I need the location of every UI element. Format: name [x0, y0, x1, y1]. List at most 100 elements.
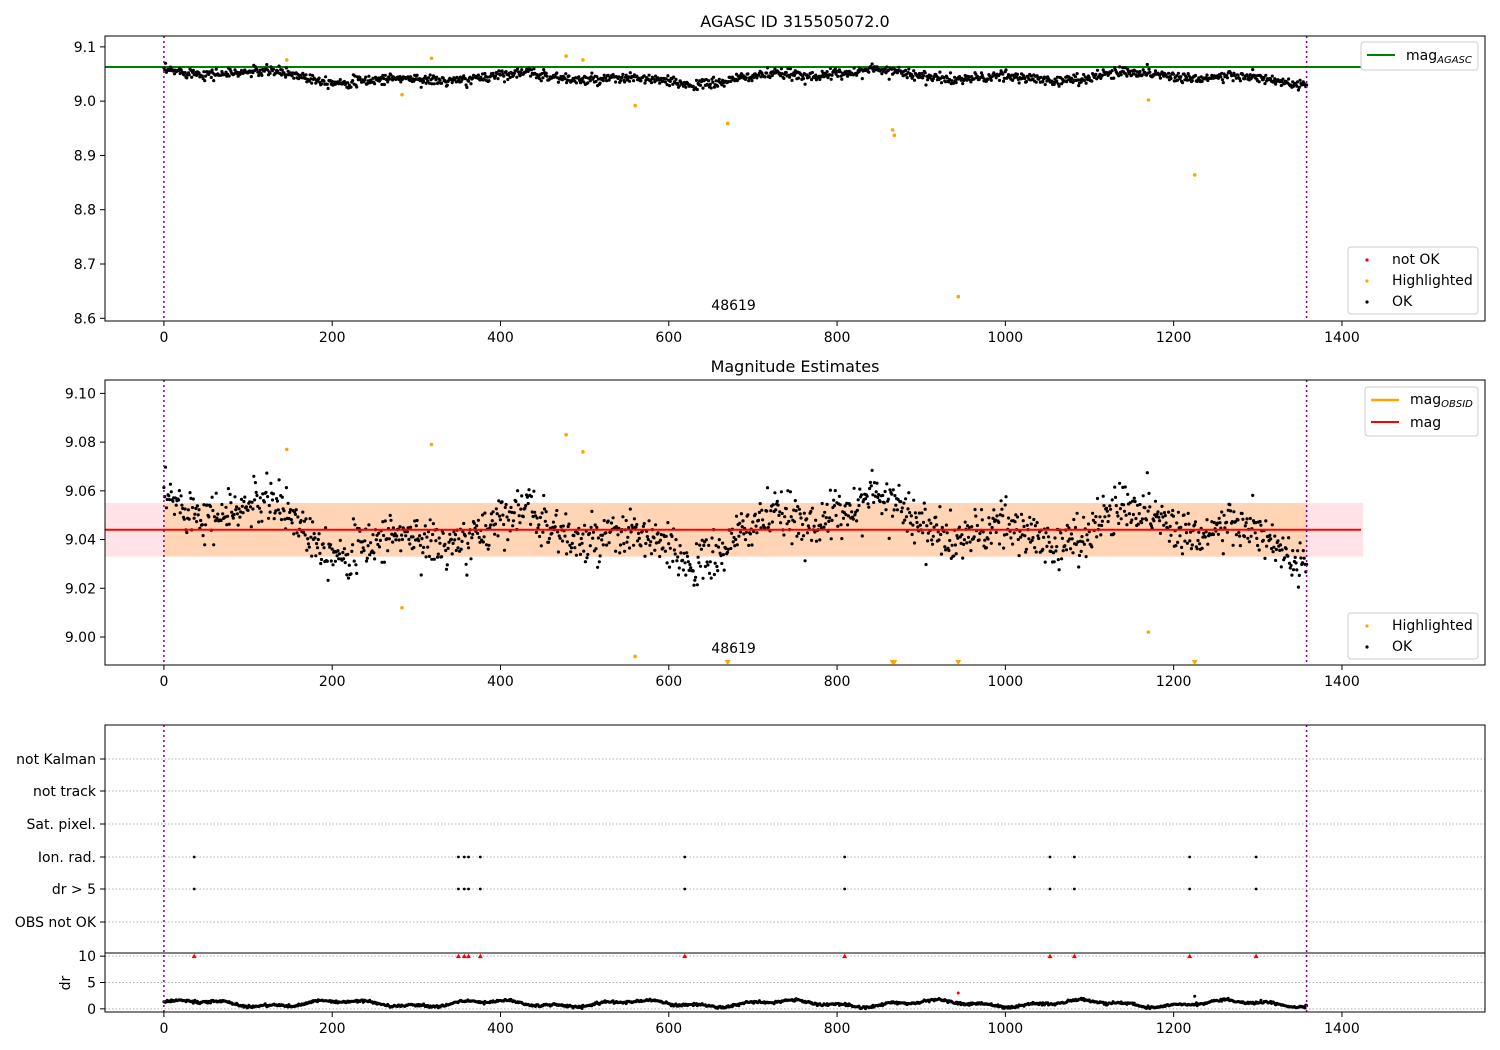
ok-point: [356, 539, 360, 543]
ok-point: [844, 72, 848, 76]
ok-point: [934, 515, 938, 519]
ok-point: [554, 513, 558, 517]
ok-point: [454, 548, 458, 553]
ok-point: [1160, 70, 1164, 74]
ok-point: [601, 79, 605, 83]
ok-point: [317, 532, 321, 536]
ok-point: [700, 538, 704, 542]
ok-point: [197, 71, 201, 75]
ok-point: [803, 82, 807, 86]
ok-point: [431, 76, 435, 80]
ok-point: [353, 523, 357, 527]
ok-point: [1193, 523, 1197, 527]
ok-point: [799, 516, 803, 520]
ok-point: [1291, 568, 1296, 572]
ok-point: [744, 76, 748, 80]
ok-point: [1210, 520, 1214, 524]
ok-point: [806, 524, 811, 528]
ok-point: [703, 564, 708, 569]
ok-point: [1185, 78, 1189, 82]
ok-point: [574, 553, 579, 557]
ok-point: [181, 506, 185, 511]
ok-point: [467, 79, 471, 83]
ok-point: [390, 532, 394, 536]
ok-point: [391, 540, 395, 544]
ok-point: [668, 546, 672, 550]
ok-point: [1080, 535, 1084, 539]
ok-point: [744, 530, 748, 534]
ok-point: [639, 79, 643, 83]
ok-point: [493, 532, 497, 536]
ok-point: [860, 534, 864, 538]
ok-point: [790, 78, 794, 82]
ok-point: [1193, 73, 1198, 78]
ok-point: [496, 534, 500, 538]
ok-point: [706, 563, 710, 567]
ok-point: [678, 544, 682, 548]
ok-point: [734, 514, 739, 518]
ok-point: [1245, 73, 1249, 77]
ok-point: [1004, 495, 1008, 499]
ok-point: [1153, 69, 1158, 73]
ok-point: [297, 534, 301, 538]
ok-point: [501, 513, 505, 517]
ok-point: [1056, 558, 1060, 562]
ok-point: [912, 69, 916, 73]
ok-point: [219, 518, 223, 523]
ok-point: [385, 537, 389, 541]
ok-point: [822, 525, 826, 529]
y-tick-label: 9.08: [65, 435, 96, 451]
ok-point: [718, 551, 722, 555]
ok-point: [834, 513, 838, 518]
ok-point: [1029, 522, 1033, 526]
ok-point: [784, 70, 788, 75]
ok-point: [597, 560, 601, 564]
ok-point: [1009, 536, 1013, 540]
ok-point: [577, 75, 581, 79]
ok-point: [304, 517, 308, 521]
ok-point: [938, 505, 942, 509]
ok-point: [711, 550, 715, 554]
ok-point: [483, 71, 487, 76]
ok-point: [260, 519, 264, 523]
ok-point: [183, 507, 187, 511]
ok-point: [754, 524, 758, 528]
flag-points: [192, 855, 1258, 891]
highlighted-points: [284, 433, 1151, 659]
ok-point: [578, 81, 583, 85]
ok-point: [541, 530, 545, 534]
ok-point: [202, 70, 206, 74]
ok-point: [382, 76, 386, 81]
ok-point: [313, 536, 317, 540]
ok-point: [652, 536, 656, 540]
dr-capped-marker: [455, 953, 461, 959]
highlighted-point: [284, 447, 289, 452]
ok-point: [1263, 82, 1267, 86]
ok-point: [1144, 518, 1149, 522]
ok-point: [652, 77, 656, 81]
ok-point: [634, 525, 638, 529]
ok-point: [1076, 540, 1080, 544]
ok-point: [1230, 73, 1234, 77]
ok-point: [1180, 545, 1184, 550]
y-tick-label: 8.9: [74, 148, 96, 164]
ok-point: [529, 494, 534, 499]
ok-point: [713, 561, 717, 565]
ok-point: [189, 496, 193, 500]
ok-point: [1193, 520, 1198, 524]
ok-point: [694, 575, 698, 579]
ok-point: [947, 548, 951, 553]
ok-point: [1054, 549, 1058, 553]
ok-point: [994, 530, 998, 535]
ok-point: [658, 554, 662, 559]
ok-point: [1281, 536, 1285, 540]
ok-point: [1055, 545, 1059, 549]
ok-point: [336, 549, 340, 553]
ok-point: [693, 578, 697, 582]
ok-point: [430, 557, 434, 561]
ok-point: [284, 486, 288, 490]
ok-point: [1186, 511, 1190, 515]
ok-point: [755, 531, 759, 535]
ok-point: [1107, 514, 1111, 518]
panel-magnitude-title: Magnitude Estimates: [711, 357, 880, 376]
